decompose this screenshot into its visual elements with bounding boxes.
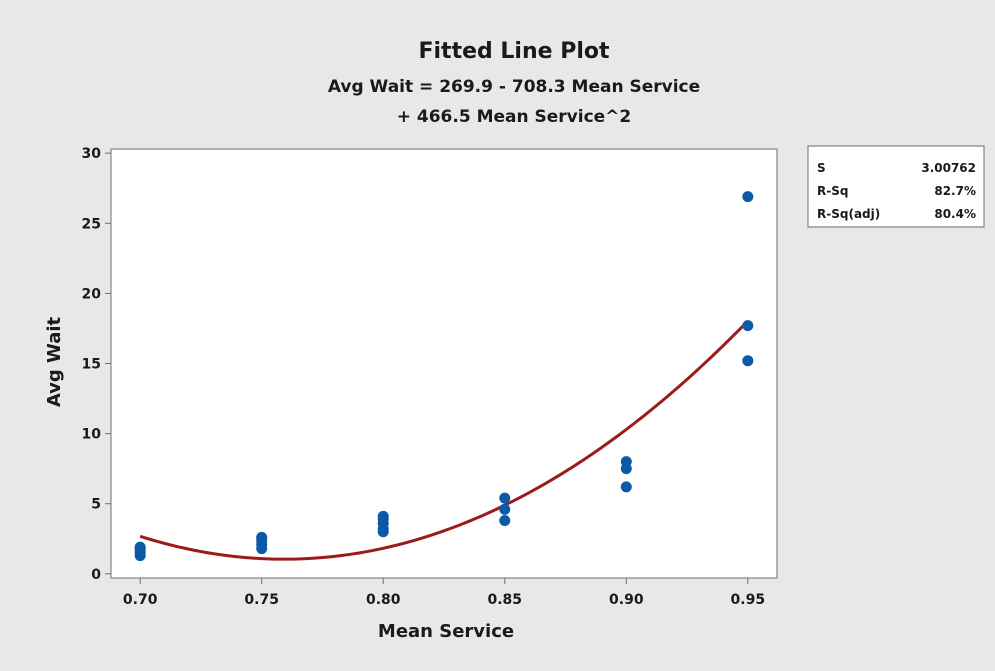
y-tick-label: 15 <box>82 357 101 373</box>
x-tick-label: 0.75 <box>244 592 279 608</box>
x-axis: 0.70 0.75 0.80 0.85 0.90 0.95 <box>123 578 765 608</box>
chart-subtitle-line-1: Avg Wait = 269.9 - 708.3 Mean Service <box>328 77 700 97</box>
data-point <box>620 481 632 493</box>
regression-stats-box: S 3.00762 R-Sq 82.7% R-Sq(adj) 80.4% <box>807 145 985 228</box>
stats-box-frame <box>807 145 985 228</box>
stats-label-r-sq: R-Sq <box>817 184 848 198</box>
data-point <box>377 510 389 522</box>
data-point <box>499 503 511 515</box>
data-points-layer <box>134 191 754 562</box>
y-tick-label: 10 <box>82 427 102 443</box>
data-point <box>134 541 146 553</box>
stats-label-r-sq-adj: R-Sq(adj) <box>817 207 880 221</box>
y-axis: 0 5 10 15 20 25 30 <box>82 146 111 583</box>
y-tick-label: 25 <box>82 216 101 232</box>
y-tick-label: 0 <box>91 567 101 583</box>
x-tick-label: 0.90 <box>609 592 644 608</box>
data-point <box>742 355 754 367</box>
x-tick-label: 0.85 <box>487 592 522 608</box>
fitted-curve-layer <box>139 319 749 561</box>
data-point <box>256 531 268 543</box>
data-point <box>499 492 511 504</box>
x-tick-label: 0.80 <box>366 592 401 608</box>
x-axis-label: Mean Service <box>378 621 514 642</box>
fitted-regression-curve <box>139 319 749 561</box>
y-tick-label: 5 <box>91 497 101 513</box>
data-point <box>499 515 511 527</box>
data-point <box>742 320 754 332</box>
data-point <box>742 191 754 203</box>
stats-value-r-sq-adj: 80.4% <box>934 207 976 221</box>
stats-label-s: S <box>817 161 826 175</box>
stats-value-s: 3.00762 <box>921 161 976 175</box>
plot-area <box>110 148 778 579</box>
y-axis-label: Avg Wait <box>44 316 65 407</box>
x-tick-label: 0.70 <box>123 592 158 608</box>
stats-value-r-sq: 82.7% <box>934 184 976 198</box>
y-tick-label: 20 <box>82 286 102 302</box>
chart-title: Fitted Line Plot <box>418 39 610 64</box>
data-point <box>620 456 632 468</box>
y-tick-label: 30 <box>82 146 102 162</box>
x-tick-label: 0.95 <box>731 592 766 608</box>
chart-subtitle-line-2: + 466.5 Mean Service^2 <box>397 107 632 127</box>
